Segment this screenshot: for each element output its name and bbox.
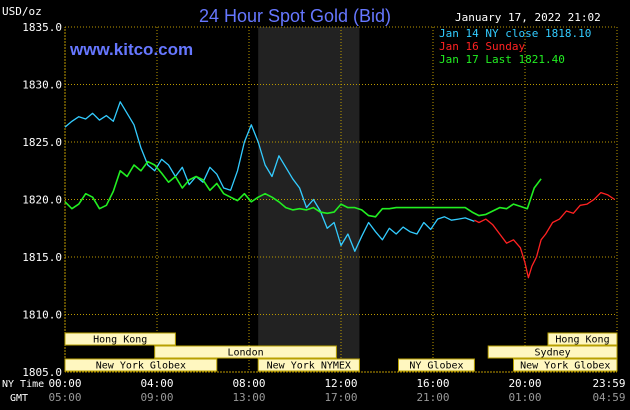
grid-lines (64, 26, 618, 373)
gmt-label: GMT (10, 393, 28, 404)
y-tick-label: 1830.0 (22, 79, 62, 92)
session-label: New York NYMEX (267, 361, 351, 372)
y-axis-ticks: 1835.0 1830.0 1825.0 1820.0 1815.0 1810.0 1805… (22, 21, 62, 379)
x-tick-label-gmt: 04:59 (592, 391, 625, 404)
legend-entry-ny-close: Jan 14 NY close 1818.10 (439, 27, 591, 40)
x-tick-label-gmt: 13:00 (232, 391, 265, 404)
series-line-2 (64, 160, 542, 218)
y-tick-label: 1820.0 (22, 194, 62, 207)
legend: Jan 14 NY close 1818.10 Jan 16 Sunday Ja… (439, 27, 591, 66)
x-tick-label-ny: 08:00 (232, 377, 265, 390)
session-bar: New York Globex (64, 358, 218, 372)
session-bar: NY Globex (398, 358, 475, 372)
session-bar: Hong Kong (547, 332, 618, 346)
session-bar: New York NYMEX (257, 358, 360, 372)
site-label: www.kitco.com (69, 40, 193, 59)
session-bar-box (64, 358, 218, 372)
session-bar: London (154, 345, 337, 359)
session-bar-box (64, 332, 176, 346)
x-tick-label-ny: 04:00 (140, 377, 173, 390)
session-bar-box (547, 332, 618, 346)
unit-label: USD/oz (2, 5, 42, 18)
session-bar: Sydney (487, 345, 618, 359)
session-bar: New York Globex (513, 358, 618, 372)
session-label: New York Globex (96, 361, 186, 372)
legend-entry-last: Jan 17 Last 1821.40 (439, 53, 565, 66)
session-bar-box (398, 358, 475, 372)
x-tick-label-ny: 16:00 (416, 377, 449, 390)
x-tick-label-gmt: 17:00 (324, 391, 357, 404)
y-tick-label: 1835.0 (22, 21, 62, 34)
session-label: New York Globex (520, 361, 610, 372)
session-bar: Hong Kong (64, 332, 176, 346)
plot-frame (64, 26, 618, 373)
session-bar-box (513, 358, 618, 372)
series-line-0 (64, 101, 475, 252)
series-lines (64, 101, 616, 279)
chart-title: 24 Hour Spot Gold (Bid) (199, 6, 391, 26)
x-tick-label-gmt: 01:00 (508, 391, 541, 404)
ny-time-label: NY Time (2, 379, 44, 390)
session-bars: Hong Kong Hong Kong London Sydney New York G… (64, 332, 618, 372)
x-tick-label-gmt: 09:00 (140, 391, 173, 404)
x-tick-label-gmt: 21:00 (416, 391, 449, 404)
session-label: London (227, 348, 263, 359)
y-tick-label: 1805.0 (22, 366, 62, 379)
session-label: Sydney (535, 348, 571, 359)
x-tick-label-ny: 23:59 (592, 377, 625, 390)
y-tick-label: 1810.0 (22, 309, 62, 322)
series-line-1 (474, 191, 616, 279)
x-tick-label-ny: 20:00 (508, 377, 541, 390)
session-bar-box (257, 358, 360, 372)
session-label: NY Globex (409, 361, 463, 372)
x-tick-label-ny: 00:00 (48, 377, 81, 390)
x-tick-label-gmt: 05:00 (48, 391, 81, 404)
session-bar-box (154, 345, 337, 359)
x-tick-label-ny: 12:00 (324, 377, 357, 390)
session-bar-box (487, 345, 618, 359)
date-stamp: January 17, 2022 21:02 (455, 11, 601, 24)
y-tick-label: 1825.0 (22, 136, 62, 149)
y-tick-label: 1815.0 (22, 251, 62, 264)
session-label: Hong Kong (555, 335, 609, 346)
session-label: Hong Kong (93, 335, 147, 346)
x-axis-ticks: 00:00 04:00 08:00 12:00 16:00 20:00 23:59 05:00… (48, 377, 625, 404)
legend-entry-sunday: Jan 16 Sunday (439, 40, 525, 53)
